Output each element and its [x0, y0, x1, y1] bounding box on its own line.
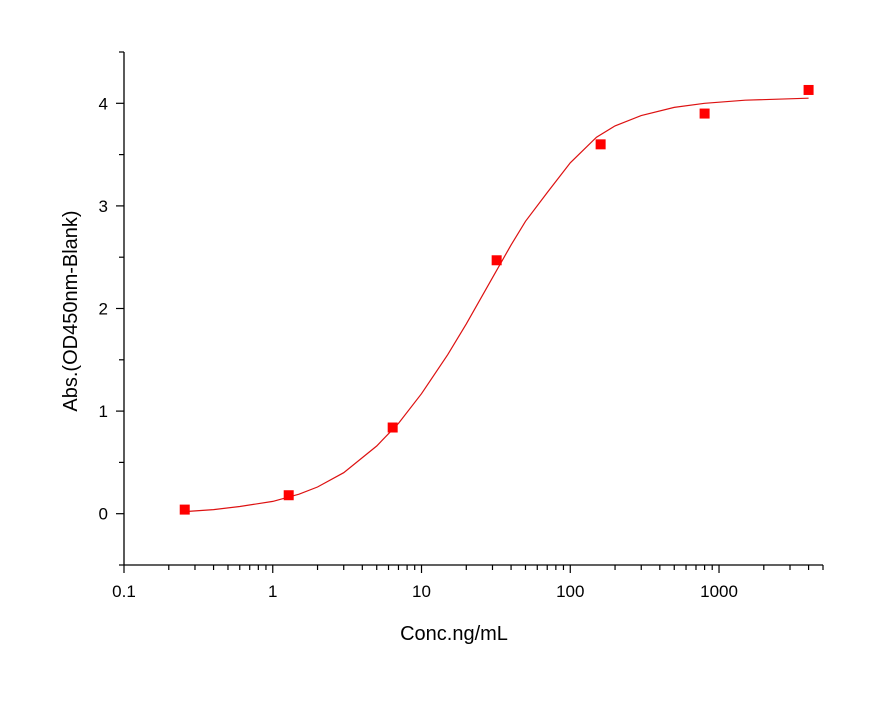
- x-tick-label: 10: [412, 582, 431, 601]
- y-tick-label: 2: [99, 300, 108, 319]
- y-tick-label: 1: [99, 402, 108, 421]
- data-point: [283, 490, 294, 501]
- y-tick-labels: 0 1 2 3 4: [99, 94, 108, 523]
- axes: [116, 51, 824, 573]
- data-point: [699, 108, 710, 119]
- y-axis-label: Abs.(OD450nm-Blank): [60, 210, 82, 411]
- y-tick-label: 4: [99, 94, 108, 113]
- data-point: [803, 84, 814, 95]
- x-tick-label: 100: [556, 582, 584, 601]
- x-axis-label: Conc.ng/mL: [400, 623, 508, 645]
- x-tick-labels: 0.1 1 10 100 1000: [112, 582, 738, 601]
- fit-curve: [184, 97, 809, 513]
- y-tick-label: 3: [99, 197, 108, 216]
- data-point: [387, 422, 398, 433]
- x-tick-label: 0.1: [112, 582, 136, 601]
- fit-curve-layer: [184, 97, 809, 513]
- data-points-layer: [179, 84, 814, 515]
- data-point: [491, 255, 502, 266]
- y-tick-label: 0: [99, 505, 108, 524]
- data-point: [595, 139, 606, 150]
- data-point: [179, 504, 190, 515]
- x-tick-label: 1: [268, 582, 277, 601]
- x-tick-label: 1000: [700, 582, 738, 601]
